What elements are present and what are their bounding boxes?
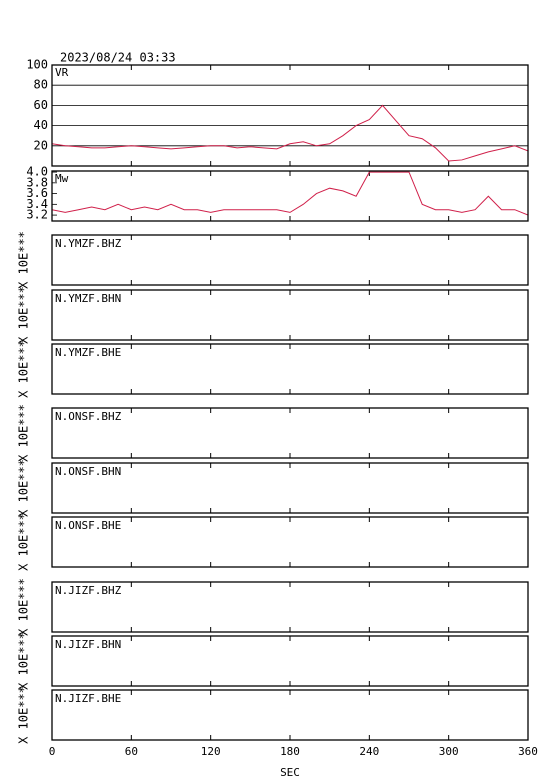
- trace-label: N.JIZF.BHE: [55, 692, 121, 705]
- x-tick-label: 240: [359, 745, 379, 758]
- timestamp: 2023/08/24 03:33: [60, 51, 176, 65]
- trace-label: N.ONSF.BHN: [55, 465, 121, 478]
- trace-label: N.JIZF.BHZ: [55, 584, 122, 597]
- trace-frame: [51, 234, 529, 286]
- y-tick-label: 40: [34, 118, 48, 132]
- scale-label: X 10E***: [17, 686, 31, 744]
- y-tick-label: 3.4: [26, 197, 48, 211]
- x-tick-label: 0: [49, 745, 56, 758]
- trace-label: N.YMZF.BHZ: [55, 237, 122, 250]
- data-line: [52, 171, 528, 216]
- panel-frame: [51, 170, 529, 222]
- panel-frame: [51, 64, 529, 167]
- y-tick-label: 60: [34, 98, 48, 112]
- trace-label: N.ONSF.BHE: [55, 519, 121, 532]
- panel-label: VR: [55, 66, 69, 79]
- scale-label: X 10E***: [17, 404, 31, 462]
- panel-label: Mw: [55, 172, 69, 185]
- trace-frame: [51, 343, 529, 395]
- trace-frame: [51, 581, 529, 633]
- trace-frame: [51, 635, 529, 687]
- trace-label: N.YMZF.BHE: [55, 346, 121, 359]
- scale-label: X 10E***: [17, 340, 31, 398]
- trace-label: N.YMZF.BHN: [55, 292, 121, 305]
- y-tick-label: 80: [34, 78, 48, 92]
- data-line: [52, 104, 528, 162]
- trace-frame: [51, 289, 529, 341]
- trace-frame: [51, 689, 529, 741]
- scale-label: X 10E***: [17, 286, 31, 344]
- trace-frame: [51, 516, 529, 568]
- trace-frame: [51, 462, 529, 514]
- y-tick-label: 3.2: [26, 208, 48, 222]
- scale-label: X 10E***: [17, 513, 31, 571]
- trace-frame: [51, 407, 529, 459]
- y-tick-label: 3.8: [26, 175, 48, 189]
- x-tick-label: 300: [439, 745, 459, 758]
- y-tick-label: 3.6: [26, 186, 48, 200]
- trace-label: N.JIZF.BHN: [55, 638, 121, 651]
- x-axis-label: SEC: [280, 766, 300, 779]
- y-tick-label: 20: [34, 138, 48, 152]
- scale-label: X 10E***: [17, 632, 31, 690]
- y-tick-label: 4.0: [26, 165, 48, 179]
- trace-label: N.ONSF.BHZ: [55, 410, 122, 423]
- scale-label: X 10E***: [17, 459, 31, 517]
- x-tick-label: 60: [125, 745, 138, 758]
- scale-label: X 10E***: [17, 231, 31, 289]
- y-tick-label: 100: [26, 58, 48, 72]
- x-tick-label: 360: [518, 745, 538, 758]
- x-tick-label: 180: [280, 745, 300, 758]
- scale-label: X 10E***: [17, 578, 31, 636]
- x-tick-label: 120: [201, 745, 221, 758]
